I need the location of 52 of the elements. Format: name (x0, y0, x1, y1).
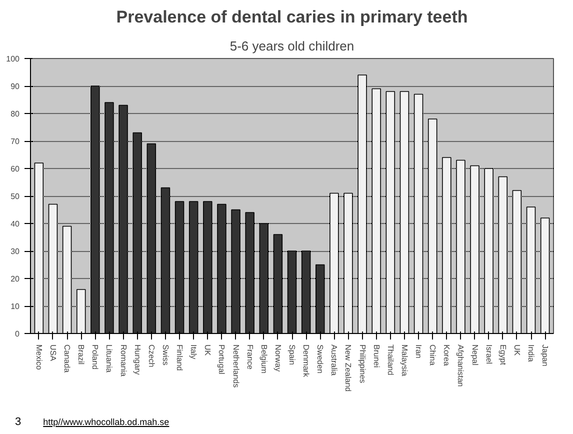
y-tick-label: 40 (10, 220, 20, 228)
x-tick-label: Poland (90, 344, 100, 370)
x-tick-label: Philippines (358, 344, 367, 384)
x-tick-label: Portugal (217, 344, 226, 375)
x-tick-label: UK (203, 344, 212, 356)
y-tick-label: 90 (10, 82, 20, 91)
y-tick-label: 20 (10, 274, 20, 284)
x-tick-label: India (526, 344, 536, 362)
text: http//www.whocollab.od.mah.se (43, 417, 170, 427)
chart-title: Prevalence of dental caries in primary teeth (116, 8, 468, 26)
x-tick-label: Romania (118, 344, 128, 378)
x-tick-label: Czech (146, 344, 156, 368)
x-tick-label: Spain (288, 344, 296, 365)
x-tick-label: Netherlands (231, 344, 240, 388)
x-tick-label: Nepal (470, 344, 480, 366)
x-tick-label: Afghanistan (456, 344, 466, 387)
x-tick-label: Denmark (302, 344, 311, 378)
x-tick-label: Finland (175, 344, 184, 371)
text: 3 (15, 416, 22, 428)
y-tick-label: 30 (10, 247, 20, 256)
x-tick-label: Japan (540, 344, 550, 366)
x-tick-label: Hungary (132, 344, 142, 375)
x-tick-label: Korea (442, 344, 452, 366)
y-tick-label: 10 (10, 302, 20, 311)
x-tick-label: Brunei (372, 344, 381, 368)
y-tick-label: 0 (15, 330, 20, 338)
x-tick-label: Thailand (386, 344, 395, 376)
x-tick-label: Sweden (316, 344, 325, 374)
x-tick-label: Australia (330, 344, 339, 376)
y-tick-label: 70 (10, 137, 20, 146)
x-tick-label: Lituania (104, 344, 114, 374)
x-tick-label: Canada (62, 344, 72, 374)
x-tick-label: China (428, 344, 438, 366)
x-tick-label: New Zealand (344, 344, 353, 392)
y-tick-label: 80 (10, 110, 20, 118)
x-tick-label: Belgium (259, 344, 268, 374)
y-tick-label: 50 (10, 192, 20, 201)
y-tick-label: 60 (10, 164, 20, 174)
x-tick-label: Swiss (160, 344, 170, 366)
chart-subtitle: 5-6 years old children (230, 38, 354, 54)
x-tick-label: Egypt (498, 344, 508, 366)
x-tick-label: Malaysia (400, 344, 409, 377)
x-tick-label: Norway (273, 344, 282, 372)
x-tick-label: USA (48, 344, 58, 362)
x-tick-label: France (245, 344, 254, 370)
x-tick-label: Israel (484, 344, 494, 364)
y-tick-label: 100 (6, 54, 20, 64)
x-tick-label: Iran (414, 344, 424, 358)
x-tick-label: UK (512, 344, 522, 356)
x-tick-label: Italy (189, 344, 198, 360)
x-tick-label: Mexico (34, 344, 44, 370)
x-tick-label: Brazil (76, 344, 86, 365)
